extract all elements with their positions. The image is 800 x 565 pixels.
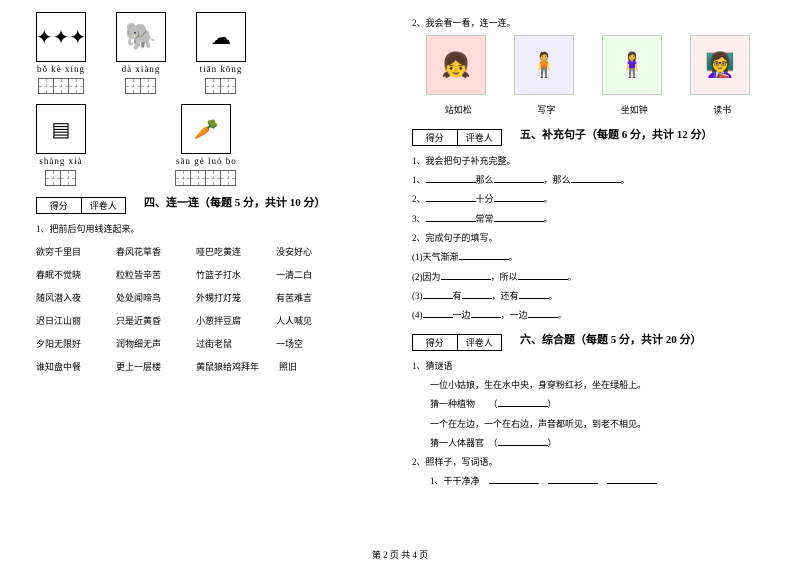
grader-label: 评卷人: [458, 335, 502, 350]
score-label: 得分: [413, 130, 458, 145]
match-label[interactable]: 站如松: [445, 103, 472, 116]
score-label: 得分: [413, 335, 458, 350]
img-sit[interactable]: 🧍: [514, 35, 574, 95]
match-row[interactable]: 欲穷千里目春风花草香哑巴吃黄连没安好心: [36, 245, 388, 258]
score-box: 得分 评卷人: [412, 334, 502, 351]
riddle-answer[interactable]: 猜一人体器官 （）: [412, 436, 764, 450]
pinyin: sān gè luó bo: [176, 156, 237, 168]
pic-block: ✦✦✦ bǒ kè xíng: [36, 12, 86, 94]
question-text: 2、我会看一看，连一连。: [412, 16, 764, 29]
question-text: 1、把前后句用线连起来。: [36, 222, 388, 235]
match-label[interactable]: 读书: [713, 103, 731, 116]
pinyin: bǒ kè xíng: [37, 64, 85, 76]
grader-label: 评卷人: [82, 198, 126, 213]
section-6-header: 得分 评卷人 六、综合题（每题 5 分，共计 20 分）: [412, 331, 764, 353]
pinyin: dà xiàng: [122, 64, 161, 76]
match-label[interactable]: 写字: [537, 103, 555, 116]
section-5-header: 得分 评卷人 五、补充句子（每题 6 分，共计 12 分）: [412, 126, 764, 148]
pic-block: 🐘 dà xiàng: [116, 12, 166, 94]
img-read[interactable]: 👩‍🏫: [690, 35, 750, 95]
fill-line[interactable]: 3、常常。: [412, 212, 764, 226]
match-row[interactable]: 随风潜入夜处处闻啼鸟外甥打灯笼有苦难言: [36, 291, 388, 304]
pinyin: shàng xià: [39, 156, 82, 168]
match-row[interactable]: 谁知盘中餐更上一层楼黄鼠狼给鸡拜年照旧: [36, 360, 388, 373]
section-4-header: 得分 评卷人 四、连一连（每题 5 分，共计 10 分）: [36, 194, 388, 216]
fill-line[interactable]: (2)因为，所以。: [412, 270, 764, 284]
char-grid[interactable]: [206, 78, 236, 94]
fill-line[interactable]: (3)有，还有。: [412, 289, 764, 303]
section-5-title: 五、补充句子（每题 6 分，共计 12 分）: [520, 126, 713, 142]
char-grid[interactable]: [176, 170, 236, 186]
question-text: 2、照样子，写词语。: [412, 455, 764, 468]
question-text: 1、我会把句子补充完整。: [412, 154, 764, 167]
fill-line[interactable]: (1)天气渐渐。: [412, 250, 764, 264]
image-row: 👧 🧍 🧍‍♀️ 👩‍🏫: [412, 35, 764, 95]
match-label[interactable]: 坐如钟: [621, 103, 648, 116]
char-grid[interactable]: [39, 78, 84, 94]
score-box: 得分 评卷人: [36, 197, 126, 214]
fill-line[interactable]: 1、那么，那么。: [412, 173, 764, 187]
grader-label: 评卷人: [458, 130, 502, 145]
pic-elephant: 🐘: [116, 12, 166, 62]
page-footer: 第 2 页 共 4 页: [0, 548, 800, 561]
label-row: 站如松 写字 坐如钟 读书: [412, 103, 764, 116]
pic-carrot: 🥕: [181, 104, 231, 154]
match-row[interactable]: 夕阳无限好润物细无声过街老鼠一场空: [36, 337, 388, 350]
pic-block: ☁ tiān kōng: [196, 12, 246, 94]
score-label: 得分: [37, 198, 82, 213]
example-line[interactable]: 1、干干净净: [412, 474, 764, 488]
pic-block: ▤ shàng xià: [36, 104, 86, 186]
riddle-answer[interactable]: 猜一种植物 （）: [412, 397, 764, 411]
img-stand[interactable]: 🧍‍♀️: [602, 35, 662, 95]
riddle-line: 一个在左边，一个在右边，声音都听见，到老不相见。: [412, 417, 764, 431]
pic-updown: ▤: [36, 104, 86, 154]
score-box: 得分 评卷人: [412, 129, 502, 146]
riddle-line: 一位小姑娘，生在水中央，身穿粉红衫，坐在绿船上。: [412, 378, 764, 392]
match-row[interactable]: 春眠不觉晓粒粒皆辛苦竹篮子打水一清二白: [36, 268, 388, 281]
section-6-title: 六、综合题（每题 5 分，共计 20 分）: [520, 331, 702, 347]
section-4-title: 四、连一连（每题 5 分，共计 10 分）: [144, 194, 326, 210]
pic-block: 🥕 sān gè luó bo: [176, 104, 237, 186]
pinyin: tiān kōng: [200, 64, 243, 76]
fill-line[interactable]: (4)一边，一边。: [412, 308, 764, 322]
pic-stars: ✦✦✦: [36, 12, 86, 62]
char-grid[interactable]: [126, 78, 156, 94]
picture-row-2: ▤ shàng xià 🥕 sān gè luó bo: [36, 104, 388, 186]
fill-line[interactable]: 2、十分。: [412, 192, 764, 206]
match-row[interactable]: 迟日江山丽只是近黄昏小葱拌豆腐人人喊见: [36, 314, 388, 327]
question-text: 1、猜谜语: [412, 359, 764, 372]
pic-sky: ☁: [196, 12, 246, 62]
img-girl[interactable]: 👧: [426, 35, 486, 95]
char-grid[interactable]: [46, 170, 76, 186]
question-text: 2、完成句子的填写。: [412, 231, 764, 244]
picture-row-1: ✦✦✦ bǒ kè xíng 🐘 dà xiàng ☁ tiān kōng: [36, 12, 388, 94]
